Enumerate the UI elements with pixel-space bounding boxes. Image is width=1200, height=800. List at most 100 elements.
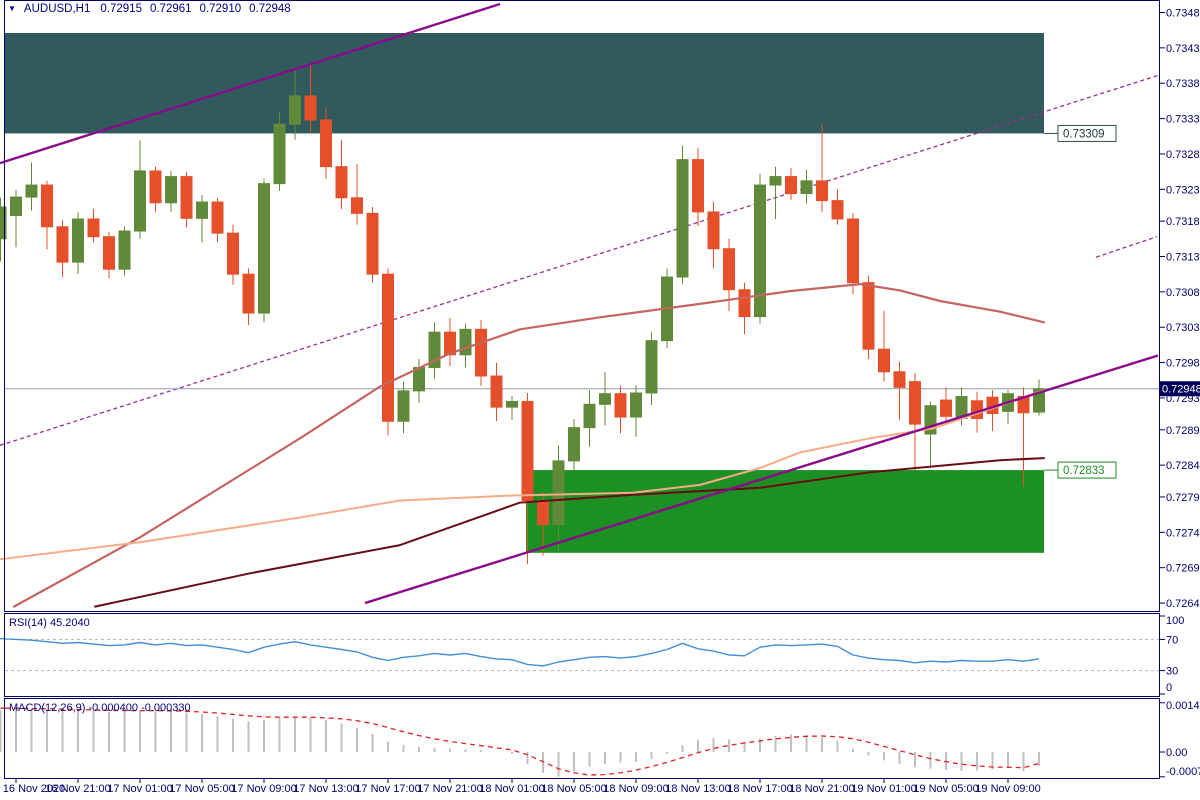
candle-bull [459, 328, 472, 356]
candle-bear [351, 197, 363, 214]
candle-bear [909, 381, 921, 425]
time-tick-label: 17 Nov 13:00 [293, 783, 358, 795]
price-tick-label: 0.73035 [1166, 322, 1200, 334]
candle-bull [273, 123, 286, 185]
price-tick-label: 0.72695 [1166, 563, 1200, 575]
ohlc-open: 0.72915 [100, 3, 142, 15]
candle-bull [134, 170, 146, 232]
candle-bull [10, 196, 22, 216]
candle-bull [754, 184, 766, 318]
candle-bull [676, 159, 689, 278]
time-tick-label: 18 Nov 17:00 [727, 783, 792, 795]
macd-header-label: MACD(12,26,9) -0.000400 -0.000330 [9, 702, 191, 714]
ma-slow-line [12, 283, 1046, 608]
rsi-tick-label: 70 [1166, 634, 1178, 646]
candle-bull [645, 340, 658, 394]
candle-bear [692, 159, 704, 213]
candle-bull [0, 206, 7, 240]
rsi-line [0, 637, 1040, 667]
symbol-title: AUDUSD,H1 [23, 3, 91, 15]
ohlc-low: 0.72910 [199, 3, 242, 15]
macd-tick-label: -0.000713 [1166, 766, 1200, 778]
candle-bull [568, 427, 580, 462]
candle-bear [211, 201, 224, 234]
candle-bull [506, 400, 518, 408]
candle-bear [444, 331, 456, 356]
candle-bull [258, 183, 270, 314]
candle-bull [769, 176, 782, 186]
candle-bear [738, 289, 751, 318]
candle-bear [366, 212, 379, 275]
price-tick-label: 0.72645 [1166, 598, 1200, 610]
candle-bull [1033, 388, 1045, 413]
time-tick-label: 19 Nov 05:00 [913, 783, 978, 795]
candle-bear [537, 499, 549, 526]
candle-bear [940, 399, 952, 417]
time-tick-label: 18 Nov 21:00 [789, 783, 854, 795]
supply-zone[interactable] [5, 32, 1044, 134]
demand-label-text: 0.72833 [1063, 465, 1105, 477]
candle-bear [847, 218, 859, 284]
candle-bear [490, 375, 503, 408]
candle-bear [242, 273, 255, 314]
symbol-dropdown-icon[interactable]: ▼ [8, 4, 16, 13]
time-tick-label: 17 Nov 21:00 [417, 783, 482, 795]
candle-bull [72, 218, 84, 263]
time-tick-label: 17 Nov 05:00 [169, 783, 234, 795]
demand-zone[interactable] [526, 470, 1044, 553]
candle-bear [893, 371, 906, 388]
candle-bear [878, 348, 890, 373]
trendline-lower[interactable] [364, 354, 1159, 605]
candle-bear [335, 166, 348, 199]
rsi-header-label: RSI(14) 45.2040 [9, 617, 90, 629]
current-price-badge-text: 0.72948 [1162, 384, 1200, 396]
ma-fast-line [0, 389, 1045, 561]
candle-bear [785, 176, 797, 195]
candle-bear [816, 180, 828, 202]
time-tick-label: 18 Nov 01:00 [479, 783, 544, 795]
candle-bear [227, 232, 239, 275]
price-tick-label: 0.73135 [1166, 251, 1200, 263]
candle-bear [382, 273, 394, 422]
price-tick-label: 0.73085 [1166, 287, 1200, 299]
macd-tick-label: 0.00 [1166, 747, 1187, 759]
demand-label-box[interactable] [1057, 461, 1117, 479]
time-tick-label: 19 Nov 09:00 [975, 783, 1040, 795]
main-pane-border [4, 0, 1160, 612]
candle-bear [180, 176, 193, 219]
price-tick-label: 0.72985 [1166, 358, 1200, 370]
candle-bear [862, 282, 875, 350]
time-tick-label: 17 Nov 17:00 [355, 783, 420, 795]
candle-bull [25, 184, 38, 198]
time-tick-label: 18 Nov 09:00 [603, 783, 668, 795]
rsi-tick-label: 30 [1166, 666, 1178, 678]
macd-tick-label: 0.001415 [1166, 700, 1200, 712]
trendline-dashed-short[interactable] [1095, 236, 1158, 258]
candle-bull [800, 180, 813, 195]
candle-bear [614, 393, 627, 418]
trendline-upper[interactable] [0, 2, 501, 165]
ohlc-high: 0.72961 [149, 3, 192, 15]
candle-bull [118, 230, 131, 270]
macd-pane-border [4, 698, 1160, 779]
time-tick-label: 18 Nov 13:00 [665, 783, 730, 795]
candle-bear [103, 236, 115, 270]
candle-bull [630, 392, 642, 418]
time-tick-label: 17 Nov 01:00 [107, 783, 172, 795]
candle-bull [289, 95, 301, 125]
price-tick-label: 0.72795 [1166, 492, 1200, 504]
candle-bear [149, 170, 162, 204]
ohlc-close: 0.72948 [249, 3, 291, 15]
supply-label-box[interactable] [1057, 124, 1117, 142]
candle-bear [831, 200, 844, 220]
rsi-tick-label: 100 [1166, 615, 1184, 627]
rsi-tick-label: 0 [1166, 682, 1172, 694]
